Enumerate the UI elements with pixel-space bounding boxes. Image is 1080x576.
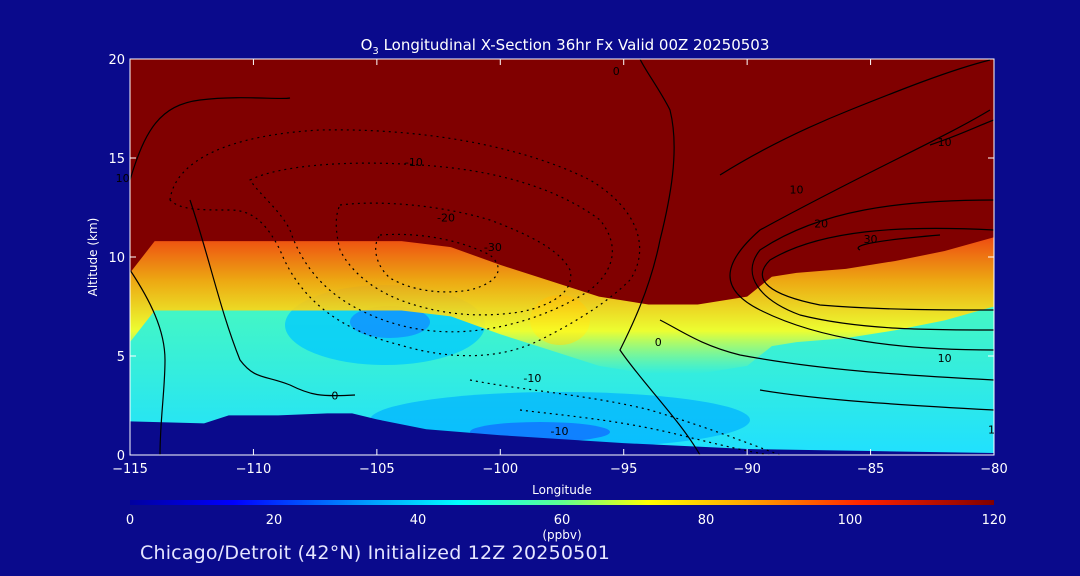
colorbar: 0 20 40 60 80 100 120 (ppbv) <box>126 500 1007 542</box>
contour-label: 10 <box>938 352 952 365</box>
colorbar-tick-label: 20 <box>266 513 283 528</box>
contour-zero-west <box>130 97 356 455</box>
contour-label: -10 <box>523 372 541 385</box>
contour-labels-group: 0 -10 -20 -30 -10 -10 0 0 10 10 20 30 10 10 1 <box>116 65 995 438</box>
x-tick-label: −105 <box>359 462 395 477</box>
contour-label: -20 <box>437 211 455 224</box>
contour-label: 0 <box>613 65 620 78</box>
contour-label: 0 <box>655 336 662 349</box>
y-tick-label: 5 <box>117 350 125 365</box>
x-tick-label: −80 <box>980 462 1007 477</box>
y-tick-label: 0 <box>117 449 125 464</box>
caption: Chicago/Detroit (42°N) Initialized 12Z 2… <box>140 542 611 564</box>
contour-label: 10 <box>116 172 130 185</box>
colorbar-unit-label: (ppbv) <box>542 528 581 542</box>
colorbar-tick-label: 40 <box>410 513 427 528</box>
contour-label: 10 <box>938 136 952 149</box>
x-axis-label: Longitude <box>532 483 592 497</box>
contour-label: 10 <box>790 184 804 197</box>
contour-label: -10 <box>405 156 423 169</box>
x-tick-label: −90 <box>733 462 760 477</box>
contour-label: -10 <box>551 425 569 438</box>
contour-label: 20 <box>814 217 828 230</box>
contour-label: -30 <box>484 241 502 254</box>
colorbar-tick-label: 0 <box>126 513 134 528</box>
contour-negative <box>169 129 781 455</box>
colorbar-tick-label: 60 <box>554 513 571 528</box>
colorbar-tick-label: 100 <box>838 513 863 528</box>
anomaly-contours <box>130 59 994 455</box>
contour-zero-east <box>619 59 701 455</box>
colorbar-gradient <box>130 500 994 505</box>
x-axis: −115 −110 −105 −100 −95 −90 −85 −80 <box>112 59 1008 477</box>
terrain-mask <box>130 413 994 455</box>
y-axis-label: Altitude (km) <box>86 218 100 297</box>
plot-area <box>130 59 994 455</box>
chart-title: O3 Longitudinal X-Section 36hr Fx Valid … <box>361 36 770 57</box>
contour-label: 30 <box>864 233 878 246</box>
x-tick-label: −110 <box>236 462 272 477</box>
x-tick-label: −95 <box>610 462 637 477</box>
contour-label: 0 <box>331 390 338 403</box>
tropopause-transition-band <box>130 231 994 374</box>
colorbar-ticks: 0 20 40 60 80 100 120 <box>126 513 1007 528</box>
contour-positive-east <box>659 59 994 411</box>
colorbar-tick-label: 120 <box>982 513 1007 528</box>
y-tick-label: 15 <box>108 152 125 167</box>
low-ozone-core-west <box>350 306 430 338</box>
x-tick-label: −100 <box>482 462 518 477</box>
contour-label: 1 <box>988 423 995 436</box>
y-tick-label: 20 <box>108 53 125 68</box>
x-tick-label: −85 <box>857 462 884 477</box>
x-tick-label: −115 <box>112 462 148 477</box>
stratospheric-ozone-region <box>130 59 994 305</box>
y-tick-label: 10 <box>108 251 125 266</box>
colorbar-tick-label: 80 <box>698 513 715 528</box>
